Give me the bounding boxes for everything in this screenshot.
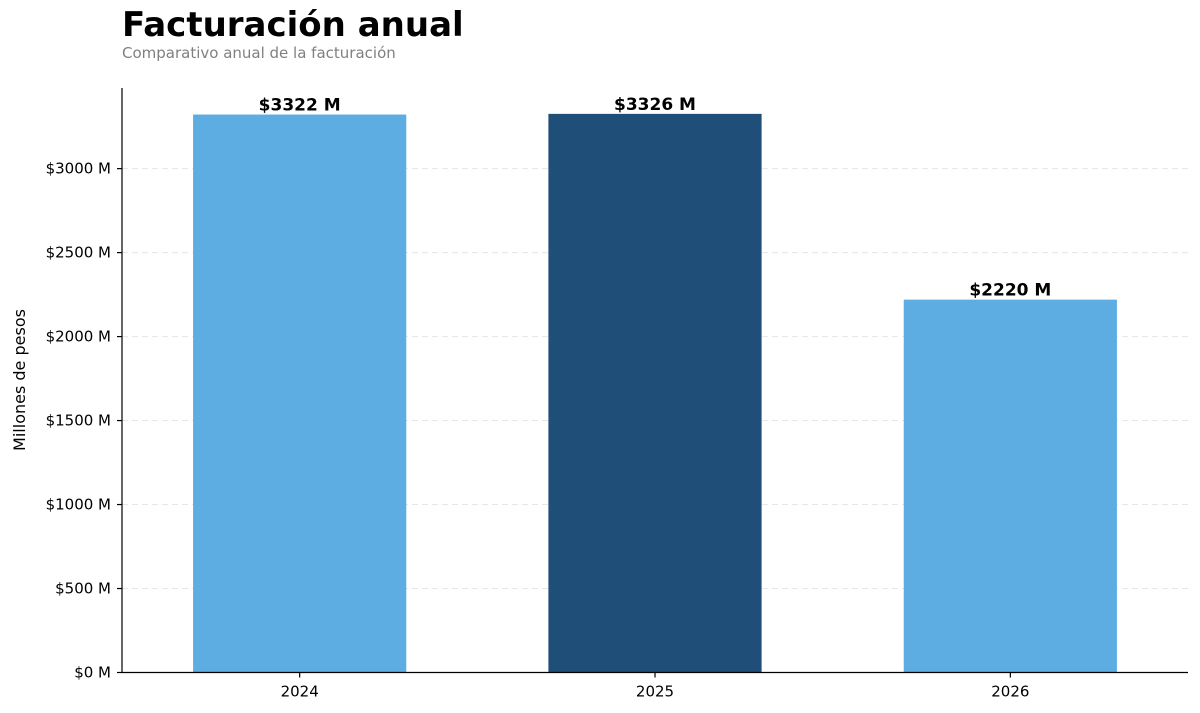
bar-2025 [548,113,762,673]
data-labels: $3322 M $3326 M $2220 M [259,95,1052,301]
data-label-2026: $2220 M [969,281,1051,301]
x-tick-label: 2026 [991,683,1029,701]
y-tick-label: $2500 M [46,244,111,262]
data-label-2024: $3322 M [259,96,341,116]
y-tick-label: $2000 M [46,328,111,346]
y-tick-label: $0 M [74,664,111,682]
data-label-2025: $3326 M [614,95,696,115]
bars [193,113,1117,673]
x-tick-label: 2024 [281,683,319,701]
ticks: $0 M $500 M $1000 M $1500 M $2000 M $2500 M $3… [46,160,1030,701]
y-tick-label: $1500 M [46,412,111,430]
y-tick-label: $1000 M [46,496,111,514]
bar-2024 [193,114,407,673]
y-tick-label: $3000 M [46,160,111,178]
y-axis-label: Millones de pesos [10,309,29,451]
chart-subtitle: Comparativo anual de la facturación [122,44,396,62]
y-tick-label: $500 M [55,580,111,598]
x-tick-label: 2025 [636,683,674,701]
chart-title: Facturación anual [122,5,464,45]
bar-2026 [903,299,1117,673]
